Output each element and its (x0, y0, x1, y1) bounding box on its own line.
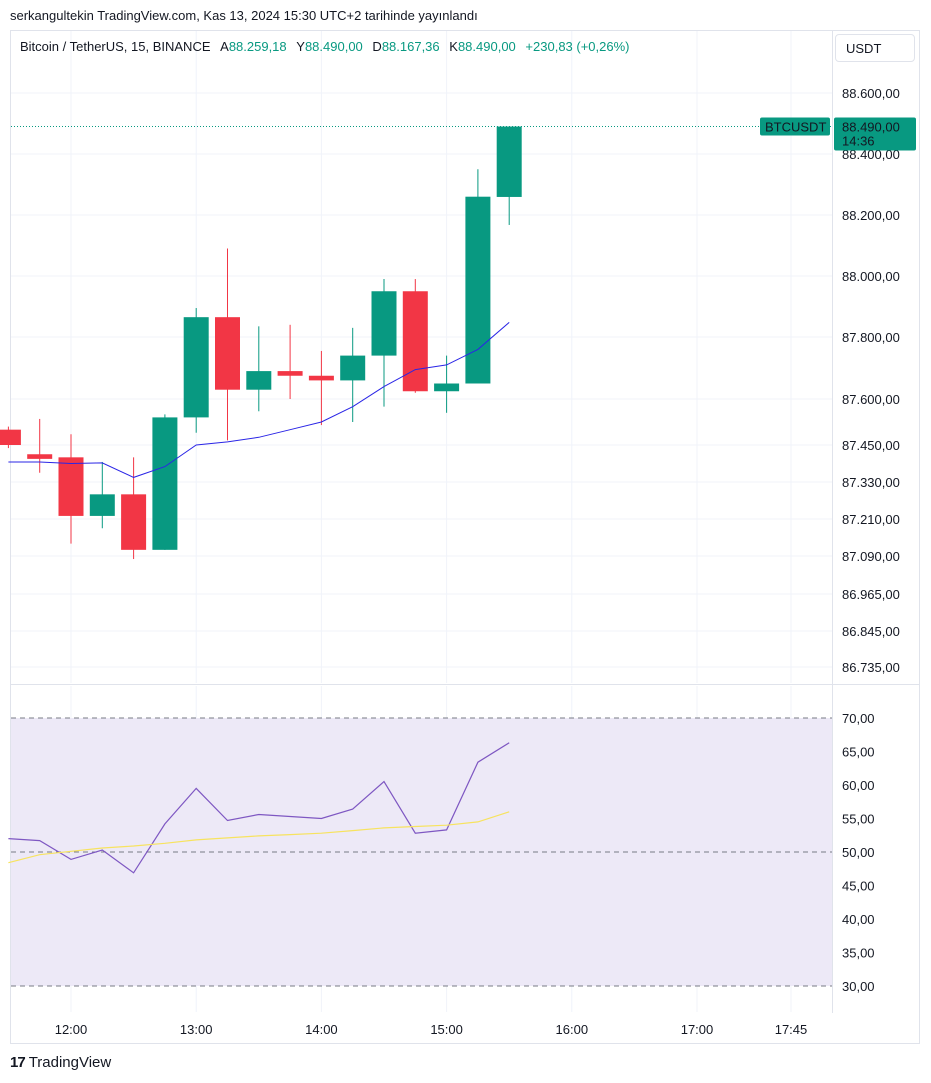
time-tick-label: 14:00 (305, 1022, 338, 1037)
price-tick-label: 88.200,00 (842, 208, 900, 223)
price-badge-value: 88.490,00 (842, 120, 900, 135)
candle-body (496, 126, 522, 197)
rsi-line (8, 742, 510, 874)
price-tick-label: 86.965,00 (842, 587, 900, 602)
time-tick-label: 13:00 (180, 1022, 213, 1037)
close-value: 88.490,00 (457, 39, 516, 54)
rsi-tick-label: 50,00 (842, 845, 875, 860)
price-tick-label: 88.000,00 (842, 269, 900, 284)
high-value: 88.490,00 (304, 39, 363, 54)
candle-body (434, 383, 460, 392)
time-tick-label: 15:00 (430, 1022, 463, 1037)
time-tick-label: 16:00 (556, 1022, 589, 1037)
grid-lines (11, 31, 832, 1012)
tradingview-logo[interactable]: 17 TradingView (10, 1054, 111, 1071)
rsi-tick-label: 40,00 (842, 912, 875, 927)
price-badge-countdown: 14:36 (842, 134, 875, 149)
rsi-tick-label: 35,00 (842, 946, 875, 961)
rsi-tick-label: 45,00 (842, 879, 875, 894)
publish-info: serkangultekin TradingView.com, Kas 13, … (10, 8, 478, 23)
rsi-ma-line (8, 811, 510, 864)
rsi-tick-label: 55,00 (842, 812, 875, 827)
candle-body (89, 494, 115, 516)
symbol-legend: Bitcoin / TetherUS, 15, BINANCE A88.259,… (20, 39, 630, 54)
rsi-tick-label: 60,00 (842, 778, 875, 793)
candle-body (402, 291, 428, 392)
open-value: 88.259,18 (228, 39, 287, 54)
open-label: A (220, 39, 229, 54)
symbol-name[interactable]: Bitcoin / TetherUS, 15, BINANCE (20, 39, 211, 54)
rsi-tick-label: 30,00 (842, 979, 875, 994)
rsi-reference-lines (11, 717, 832, 987)
rsi-axis-labels: 70,00 65,00 60,00 55,00 50,00 45,00 40,00 35,00… (842, 711, 875, 994)
candle-body (121, 494, 147, 550)
candle-body (371, 291, 397, 356)
time-axis-labels: 12:00 13:00 14:00 15:00 16:00 17:00 17:45 (55, 1022, 808, 1037)
rsi-tick-label: 65,00 (842, 745, 875, 760)
candle-body (0, 429, 21, 445)
high-label: Y (296, 39, 305, 54)
price-tick-label: 86.735,00 (842, 660, 900, 675)
price-tick-label: 88.600,00 (842, 86, 900, 101)
candle-body (308, 375, 334, 381)
candle-body (183, 317, 209, 418)
price-tick-label: 87.210,00 (842, 512, 900, 527)
currency-button[interactable]: USDT (835, 34, 915, 62)
candle-body (277, 371, 303, 376)
chart-frame (10, 30, 920, 1044)
close-label: K (449, 39, 458, 54)
low-label: D (372, 39, 382, 54)
price-tick-label: 87.600,00 (842, 392, 900, 407)
candle-body (215, 317, 240, 390)
candle-body (246, 371, 272, 390)
price-badge: BTCUSDT 88.490,00 14:36 (760, 117, 916, 151)
candle-body (465, 196, 491, 384)
symbol-badge-bg (760, 117, 830, 136)
price-axis-labels: 88.600,00 88.400,00 88.200,00 88.000,00 87.8… (842, 86, 900, 675)
price-tick-label: 87.450,00 (842, 438, 900, 453)
change-value: +230,83 (+0,26%) (525, 39, 630, 54)
candle-body (340, 355, 366, 381)
tradingview-logo-icon: 17 (10, 1054, 26, 1071)
price-tick-label: 88.400,00 (842, 147, 900, 162)
time-tick-label: 17:00 (681, 1022, 714, 1037)
low-value: 88.167,36 (381, 39, 440, 54)
candle-body (27, 454, 53, 459)
moving-average-line (8, 322, 510, 478)
price-tick-label: 86.845,00 (842, 624, 900, 639)
candle-body (152, 417, 178, 550)
rsi-tick-label: 70,00 (842, 711, 875, 726)
candlestick-series (0, 126, 522, 560)
price-badge-bg (834, 117, 916, 151)
candle-body (58, 457, 84, 516)
price-tick-label: 87.800,00 (842, 330, 900, 345)
time-tick-label: 17:45 (775, 1022, 808, 1037)
symbol-badge: BTCUSDT (765, 120, 826, 135)
price-tick-label: 87.090,00 (842, 549, 900, 564)
time-tick-label: 12:00 (55, 1022, 88, 1037)
price-tick-label: 87.330,00 (842, 475, 900, 490)
tradingview-brand: TradingView (28, 1054, 112, 1071)
